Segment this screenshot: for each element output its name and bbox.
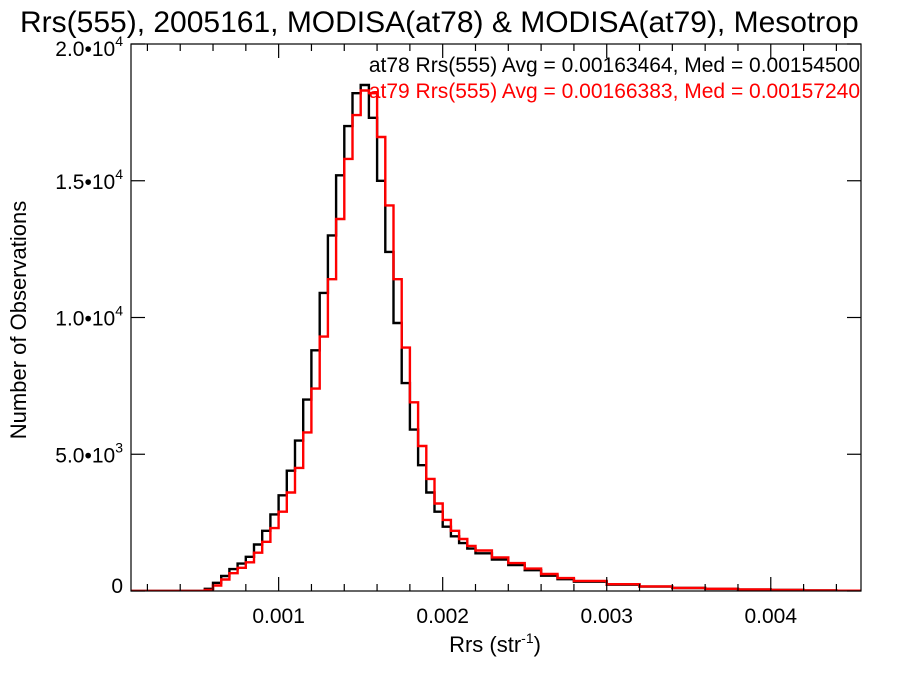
x-tick-label: 0.001 (252, 605, 305, 628)
y-axis: 0 5.0•103 1.0•104 1.5•104 2.0•104 (55, 33, 861, 598)
plot-frame (130, 43, 862, 592)
legend-entry-at79: at79 Rrs(555) Avg = 0.00166383, Med = 0.… (369, 80, 860, 103)
series-layer (131, 83, 861, 591)
x-axis-label: Rrs (str-1) (449, 630, 541, 657)
y-tick-label: 1.0•104 (55, 303, 123, 331)
series-line-at78 (131, 83, 861, 591)
y-tick-label: 5.0•103 (55, 439, 123, 467)
y-tick-label: 0 (111, 575, 123, 598)
series-line-at79 (131, 89, 861, 591)
x-axis: 0.001 0.002 0.003 0.004 (146, 44, 837, 628)
y-tick-label: 2.0•104 (55, 33, 123, 61)
y-tick-label: 1.5•104 (55, 166, 123, 194)
x-tick-label: 0.003 (580, 605, 633, 628)
legend-entry-at78: at78 Rrs(555) Avg = 0.00163464, Med = 0.… (369, 54, 860, 77)
x-tick-label: 0.002 (416, 605, 469, 628)
chart-title: Rrs(555), 2005161, MODISA(at78) & MODISA… (20, 6, 859, 39)
x-tick-label: 0.004 (744, 605, 797, 628)
y-axis-label: Number of Observations (6, 201, 31, 439)
